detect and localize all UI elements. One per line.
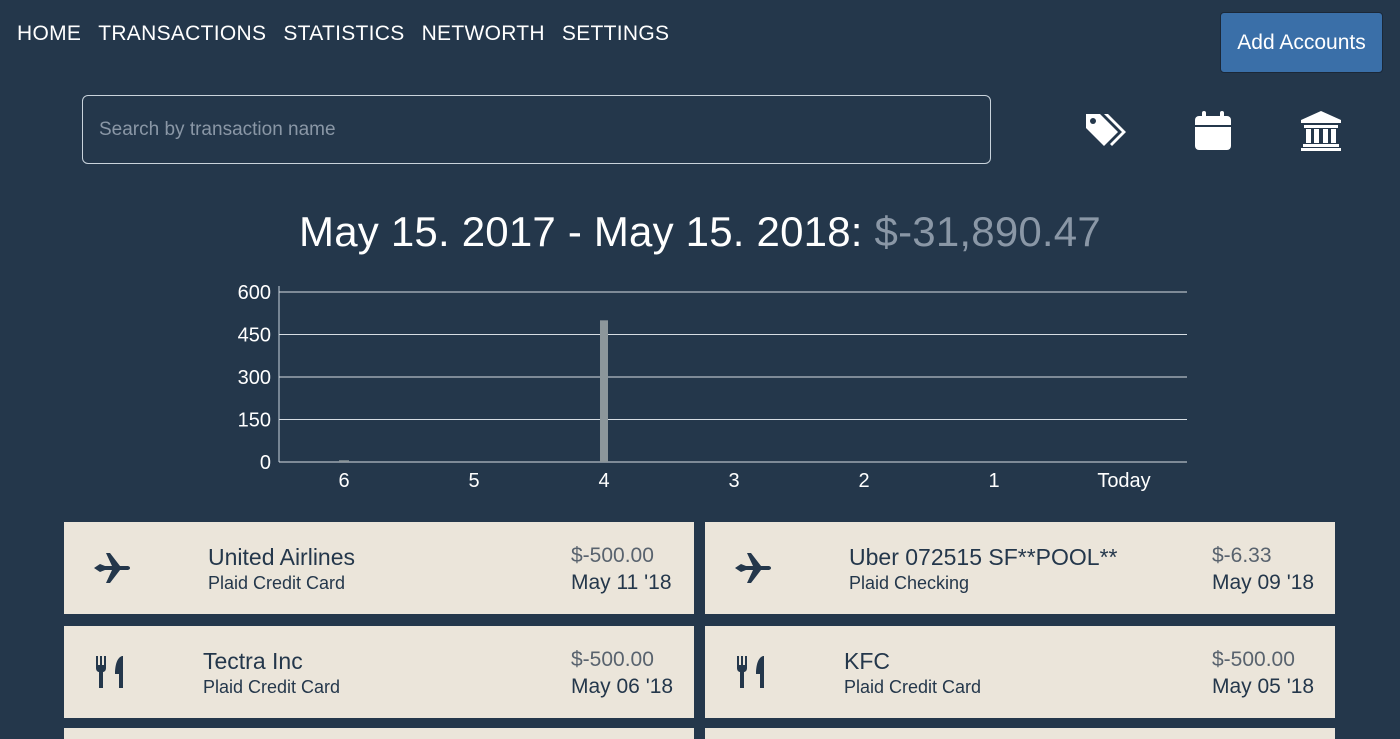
utensils-icon xyxy=(733,654,773,690)
transaction-card[interactable]: United Airlines Plaid Credit Card $-500.… xyxy=(64,522,694,614)
transaction-card[interactable]: Tectra Inc Plaid Credit Card $-500.00 Ma… xyxy=(64,626,694,718)
transaction-account: Plaid Checking xyxy=(849,573,970,593)
transaction-card[interactable] xyxy=(64,728,694,739)
transaction-name: Uber 072515 SF**POOL** xyxy=(849,544,1118,570)
range-total: $-31,890.47 xyxy=(874,208,1101,255)
search-input[interactable] xyxy=(82,95,991,164)
bank-icon[interactable] xyxy=(1298,108,1344,154)
transaction-amount: $-6.33 xyxy=(1212,544,1272,567)
transaction-amount: $-500.00 xyxy=(1212,648,1295,671)
nav-statistics[interactable]: STATISTICS xyxy=(283,22,405,45)
nav-transactions[interactable]: TRANSACTIONS xyxy=(98,22,267,45)
date-range-label: May 15. 2017 - May 15. 2018: xyxy=(299,208,863,255)
y-tick-label: 150 xyxy=(238,410,271,432)
chart-bar xyxy=(339,460,349,462)
airplane-icon xyxy=(733,550,773,586)
top-nav: HOME TRANSACTIONS STATISTICS NETWORTH SE… xyxy=(17,20,686,48)
tags-icon[interactable] xyxy=(1082,108,1128,154)
x-tick-label: 3 xyxy=(728,470,739,492)
x-tick-label: 6 xyxy=(338,470,349,492)
transaction-date: May 09 '18 xyxy=(1212,571,1315,594)
y-tick-label: 600 xyxy=(238,282,271,304)
x-tick-label: 5 xyxy=(468,470,479,492)
transaction-amount: $-500.00 xyxy=(571,544,654,567)
calendar-icon[interactable] xyxy=(1190,108,1236,154)
transaction-account: Plaid Credit Card xyxy=(844,677,982,697)
transaction-name: United Airlines xyxy=(208,544,356,570)
spending-chart: 0 150 300 450 600 6 5 4 3 2 1 Today xyxy=(222,282,1202,492)
x-tick-label: 4 xyxy=(598,470,609,492)
airplane-icon xyxy=(92,550,132,586)
y-tick-label: 0 xyxy=(260,452,271,474)
x-tick-label: 2 xyxy=(858,470,869,492)
nav-settings[interactable]: SETTINGS xyxy=(561,22,670,45)
date-range-summary: May 15. 2017 - May 15. 2018: $-31,890.47 xyxy=(0,208,1400,256)
y-tick-label: 450 xyxy=(238,325,271,347)
x-tick-label: Today xyxy=(1097,470,1150,492)
nav-networth[interactable]: NETWORTH xyxy=(421,22,545,45)
transaction-account: Plaid Credit Card xyxy=(208,573,346,593)
transaction-amount: $-500.00 xyxy=(571,648,654,671)
transaction-name: Tectra Inc xyxy=(203,648,303,674)
nav-home[interactable]: HOME xyxy=(17,22,82,45)
chart-bar xyxy=(600,320,608,462)
chart-svg: 0 150 300 450 600 6 5 4 3 2 1 Today xyxy=(238,282,1187,492)
transaction-account: Plaid Credit Card xyxy=(203,677,341,697)
add-accounts-button[interactable]: Add Accounts xyxy=(1220,12,1383,73)
utensils-icon xyxy=(92,654,132,690)
transaction-card[interactable]: Uber 072515 SF**POOL** Plaid Checking $-… xyxy=(705,522,1335,614)
transaction-card[interactable] xyxy=(705,728,1335,739)
transaction-date: May 11 '18 xyxy=(571,571,672,594)
x-tick-label: 1 xyxy=(988,470,999,492)
transaction-name: KFC xyxy=(844,648,890,674)
transaction-card[interactable]: KFC Plaid Credit Card $-500.00 May 05 '1… xyxy=(705,626,1335,718)
transaction-date: May 06 '18 xyxy=(571,675,674,698)
transaction-date: May 05 '18 xyxy=(1212,675,1315,698)
y-tick-label: 300 xyxy=(238,367,271,389)
